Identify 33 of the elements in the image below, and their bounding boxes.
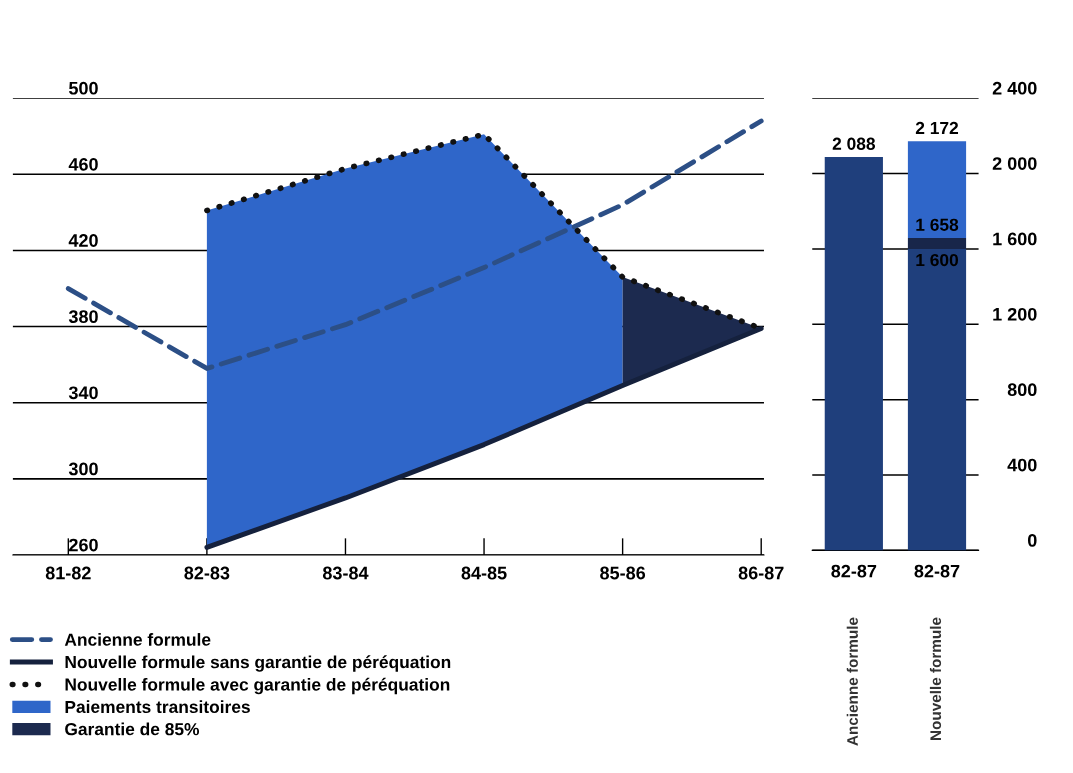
x-tick-label: 82-87 [914, 564, 960, 578]
x-tick-label: 82-83 [184, 566, 230, 580]
y-tick-label: 1 600 [993, 232, 1037, 246]
y-tick-label: 420 [68, 234, 98, 247]
legend-label: Paiements transitoires [65, 700, 250, 714]
annotation: 1 600 [916, 253, 959, 267]
y-tick-label: 260 [69, 538, 98, 552]
x-tick-label: 86-87 [738, 566, 784, 580]
annotation: 1 658 [916, 218, 959, 231]
x-tick-label: 85-86 [600, 566, 646, 580]
y-tick-label: 300 [68, 462, 98, 476]
text: Nouvelle formule [929, 617, 942, 740]
y-tick-label: 800 [1007, 383, 1037, 397]
x-tick-label: 82-87 [831, 564, 877, 578]
y-tick-label: 500 [68, 81, 98, 95]
y-tick-label: 2 400 [992, 81, 1037, 95]
y-tick-label: 380 [68, 310, 98, 324]
y-tick-label: 460 [68, 157, 98, 171]
x-tick-label: 81-82 [45, 566, 91, 580]
y-tick-label: 400 [1007, 458, 1037, 472]
x-tick-label: 83-84 [322, 566, 369, 580]
total-label: 2 088 [832, 137, 876, 150]
text: Ancienne formule [846, 617, 858, 746]
legend-label: Garantie de 85% [65, 722, 200, 736]
legend-label: Ancienne formule [64, 633, 211, 646]
y-tick-label: 0 [1027, 534, 1037, 547]
y-tick-label: 1 200 [993, 307, 1037, 321]
y-tick-label: 2 000 [992, 157, 1037, 170]
legend-label: Nouvelle formule avec garantie de péréquation [65, 677, 450, 695]
legend-label: Nouvelle formule sans garantie de péréquation [65, 655, 451, 672]
total-label: 2 172 [915, 121, 959, 134]
y-tick-label: 340 [68, 386, 98, 400]
x-tick-label: 84-85 [461, 566, 507, 580]
